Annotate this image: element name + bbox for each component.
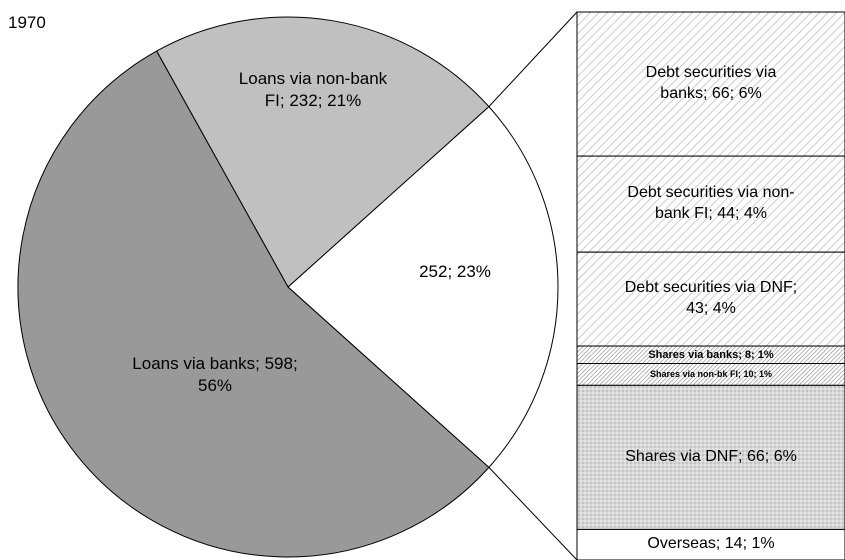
pie-slice xyxy=(155,16,490,288)
data-label: Debt securities via non-bank FI; 44; 4% xyxy=(627,184,795,223)
data-label: Debt securities via banks; 66; 6% xyxy=(645,64,777,103)
pie-slice xyxy=(17,50,490,558)
data-label: Shares via banks; 8; 1% xyxy=(648,348,774,361)
data-label: Debt securities via DNF; 43; 4% xyxy=(624,279,798,318)
data-label: Shares via banks; 8; 1% xyxy=(648,348,774,361)
data-label: 252; 23% xyxy=(419,262,491,282)
data-label: Loans via banks; 598; 56% xyxy=(132,353,298,395)
data-label: 252; 23% xyxy=(419,262,491,282)
data-label: Loans via banks; 598; 56% xyxy=(132,353,298,395)
data-label: Loans via non-bank FI; 232; 21% xyxy=(238,68,388,110)
data-label: Overseas; 14; 1% xyxy=(647,535,775,553)
bar-segment xyxy=(576,251,845,347)
bar-segment xyxy=(576,528,845,560)
data-label: Shares via non-bk FI; 10; 1% xyxy=(649,368,773,379)
data-label: Debt securities via DNF; 43; 4% xyxy=(624,279,798,318)
data-label: Debt securities via non-bank FI; 44; 4% xyxy=(627,184,795,223)
bar-segment xyxy=(576,384,845,530)
data-label: Debt securities via banks; 66; 6% xyxy=(645,64,777,103)
pie-slice xyxy=(287,105,559,469)
data-label: Overseas; 14; 1% xyxy=(647,535,775,553)
data-label: Shares via DNF; 66; 6% xyxy=(625,447,797,465)
data-label: Shares via DNF; 66; 6% xyxy=(625,447,797,465)
data-label: Shares via non-bk FI; 10; 1% xyxy=(649,368,773,379)
bar-segment xyxy=(576,155,845,253)
connector xyxy=(488,467,578,560)
data-label: Loans via non-bank FI; 232; 21% xyxy=(238,68,388,110)
chart-title: 1970 xyxy=(8,13,46,32)
connector xyxy=(488,11,578,107)
